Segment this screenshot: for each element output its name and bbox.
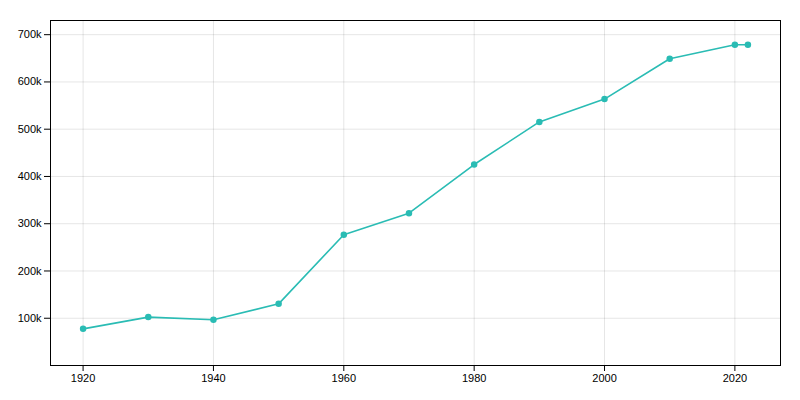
svg-text:200k: 200k [18,264,42,276]
svg-text:1980: 1980 [462,372,486,384]
svg-text:1920: 1920 [71,372,95,384]
svg-text:1940: 1940 [201,372,225,384]
svg-text:500k: 500k [18,123,42,135]
svg-text:300k: 300k [18,217,42,229]
svg-text:400k: 400k [18,170,42,182]
svg-text:1960: 1960 [332,372,356,384]
svg-text:2000: 2000 [592,372,616,384]
svg-text:100k: 100k [18,312,42,324]
svg-text:700k: 700k [18,28,42,40]
svg-text:2020: 2020 [723,372,747,384]
svg-text:600k: 600k [18,75,42,87]
